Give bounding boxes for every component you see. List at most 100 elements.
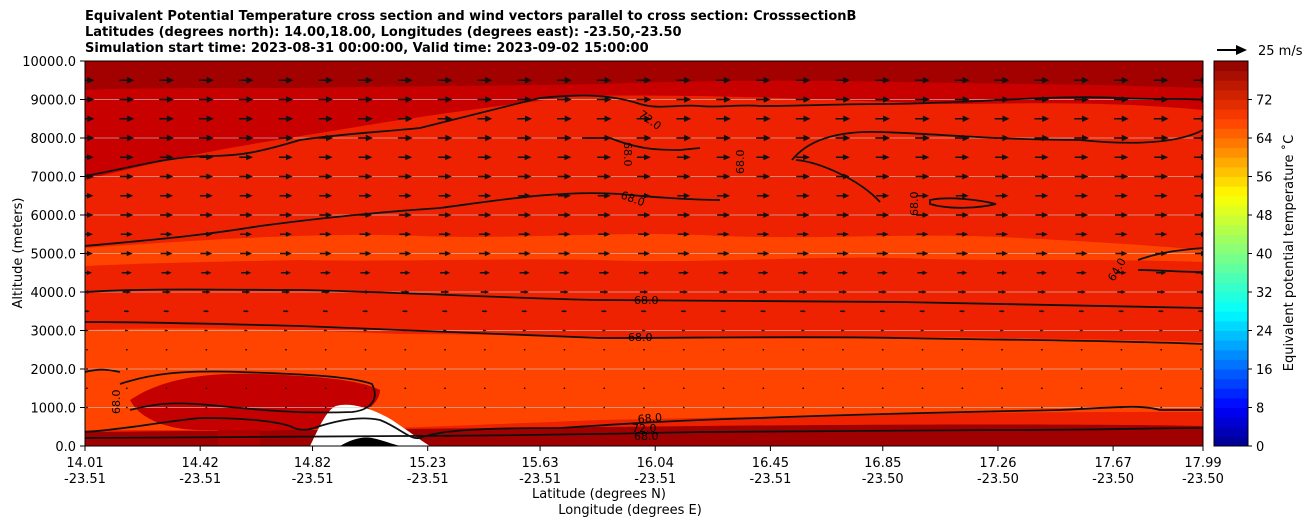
wind-vector [318, 134, 334, 142]
wind-vector [958, 290, 967, 294]
colorbar-segment [1214, 436, 1248, 447]
wind-vector [802, 368, 805, 370]
wind-vector [1200, 387, 1202, 390]
wind-vector [921, 406, 924, 409]
wind-vector [1075, 231, 1088, 237]
wind-vector [438, 173, 452, 180]
wind-vector [836, 192, 850, 199]
contour-label-68-box-a: 68.0 [621, 142, 634, 167]
x-tick-label-lon: -23.50 [1092, 472, 1134, 487]
y-tick-label: 5000.0 [31, 248, 77, 263]
x-tick-label-lat: 17.67 [1095, 456, 1132, 471]
wind-vector [160, 231, 173, 237]
wind-vector [359, 231, 372, 237]
x-tick-label-lon: -23.51 [64, 472, 106, 487]
wind-vector [119, 173, 134, 180]
wind-vector [364, 348, 367, 351]
wind-vector [1196, 290, 1203, 294]
wind-vector [557, 212, 571, 218]
wind-vector [875, 96, 891, 103]
wind-vector [995, 192, 1009, 199]
wind-vector [638, 231, 650, 237]
wind-vector [483, 329, 487, 332]
y-tick-label: 4000.0 [31, 286, 77, 301]
wind-vector [285, 368, 287, 370]
wind-vector [995, 154, 1009, 161]
colorbar-tick-label: 16 [1256, 363, 1273, 378]
wind-vector [165, 348, 168, 351]
wind-vector [358, 134, 373, 142]
wind-vector [718, 270, 729, 275]
wind-vector [283, 310, 289, 313]
wind-vector [159, 173, 174, 180]
wind-vector [478, 250, 491, 257]
wind-vector [1159, 329, 1164, 332]
wind-vector [1035, 231, 1048, 237]
wind-vector [638, 250, 650, 257]
wind-vector [238, 115, 254, 122]
wind-vector [836, 231, 849, 237]
wind-vectors [85, 77, 1203, 409]
wind-vector [483, 348, 486, 351]
wind-vector [324, 368, 327, 370]
wind-vector [85, 250, 93, 257]
wind-vector [320, 270, 331, 275]
band-top-darkest [85, 61, 1203, 90]
wind-vector [636, 115, 652, 122]
wind-vector [762, 348, 765, 351]
wind-vector [523, 368, 526, 370]
wind-vector [165, 387, 168, 390]
wind-vector [159, 77, 174, 84]
wind-vector [85, 290, 92, 294]
wind-vector [957, 270, 968, 275]
wind-vector [285, 406, 287, 409]
wind-vector [682, 368, 685, 370]
wind-vector [1115, 250, 1128, 257]
wind-vector [755, 134, 771, 142]
wind-vector [876, 231, 889, 237]
wind-vector [1154, 173, 1169, 180]
wind-vector [716, 154, 731, 161]
wind-vector [245, 387, 248, 390]
wind-vector [875, 115, 891, 122]
wind-vector [761, 329, 766, 332]
wind-vector [921, 387, 924, 390]
wind-vector [1036, 270, 1047, 275]
colorbar-segment [1214, 176, 1248, 187]
colorbar-segment [1214, 426, 1248, 437]
wind-vector [1040, 329, 1044, 332]
wind-vector [602, 329, 607, 332]
wind-vector [279, 173, 293, 180]
wind-vector [165, 368, 168, 370]
wind-vector [401, 290, 410, 294]
x-tick-label-lon: -23.51 [407, 472, 449, 487]
wind-vector [438, 192, 452, 199]
wind-vector [1040, 406, 1043, 409]
wind-vector [202, 290, 211, 294]
quiver-key: 25 m/s [1217, 44, 1303, 59]
wind-vector [520, 290, 529, 294]
wind-vector [1040, 348, 1043, 351]
quiver-key-label: 25 m/s [1258, 44, 1303, 59]
wind-vector [1074, 134, 1090, 142]
wind-vector [999, 310, 1005, 313]
wind-vector [994, 134, 1010, 142]
x-tick-label-lat: 16.04 [637, 456, 674, 471]
wind-vector [636, 134, 652, 142]
wind-vector [400, 270, 411, 275]
wind-vector [878, 290, 887, 294]
wind-vector [955, 192, 969, 199]
wind-vector [1035, 212, 1049, 218]
contour-label-68-box-b: 68.0 [734, 150, 747, 175]
wind-vector [842, 348, 844, 351]
wind-vector [915, 134, 930, 142]
wind-vector [437, 77, 453, 84]
contour-label-68-surface: 68.0 [637, 411, 663, 426]
wind-vector [518, 192, 532, 199]
wind-vector [198, 115, 214, 122]
wind-vector [759, 290, 768, 294]
wind-vector [205, 368, 208, 370]
wind-vector [439, 250, 452, 257]
wind-vector [755, 96, 771, 103]
